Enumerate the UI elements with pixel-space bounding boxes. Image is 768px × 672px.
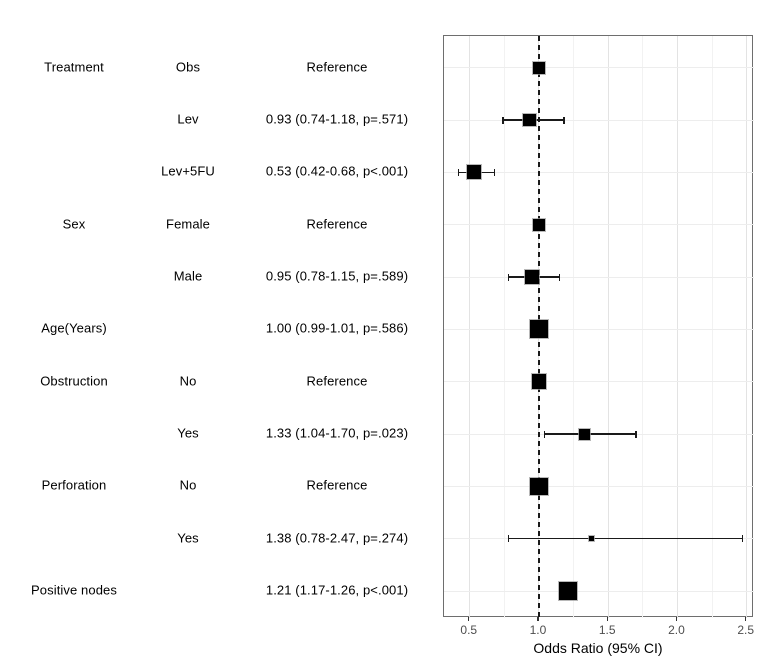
row-gridline: [444, 119, 754, 121]
grid-minor-line: [503, 36, 505, 618]
x-tick-label: 1.0: [529, 623, 547, 637]
x-tick-label: 2.0: [668, 623, 685, 637]
row-estimate-label: 1.38 (0.78-2.47, p=.274): [265, 530, 409, 546]
or-marker: [466, 165, 481, 180]
row-estimate-label: Reference: [306, 59, 368, 75]
row-variable-label: Obstruction: [40, 373, 108, 389]
or-marker: [523, 113, 536, 127]
row-variable-label: Perforation: [41, 477, 107, 493]
row-estimate-label: 1.33 (1.04-1.70, p=.023): [265, 425, 409, 441]
row-estimate-label: 0.93 (0.74-1.18, p=.571): [265, 111, 409, 127]
row-variable-label: Sex: [62, 216, 86, 232]
ci-line: [544, 433, 636, 435]
row-gridline: [444, 67, 754, 69]
x-tick: [537, 617, 539, 621]
ci-cap-right: [558, 273, 561, 281]
row-gridline: [444, 381, 754, 383]
grid-major-line: [746, 36, 748, 618]
row-estimate-label: 1.00 (0.99-1.01, p=.586): [265, 320, 409, 336]
grid-minor-line: [573, 36, 575, 618]
row-gridline: [444, 485, 754, 487]
row-variable-label: Positive nodes: [31, 582, 117, 598]
row-gridline: [444, 328, 754, 330]
row-variable-label: Age(Years): [41, 320, 107, 336]
row-estimate-label: Reference: [306, 477, 368, 493]
x-tick: [468, 617, 470, 621]
row-level-label: Yes: [177, 425, 199, 441]
or-marker: [579, 428, 591, 440]
x-tick: [606, 617, 608, 621]
row-estimate-label: Reference: [306, 373, 368, 389]
row-level-label: Lev+5FU: [161, 163, 215, 179]
ci-cap-left: [502, 116, 504, 124]
x-axis-title: Odds Ratio (95% CI): [533, 640, 663, 656]
row-level-label: No: [179, 477, 197, 493]
grid-major-line: [676, 36, 678, 618]
grid-major-line: [607, 36, 609, 618]
ci-cap-left: [507, 273, 510, 281]
row-level-label: Male: [173, 268, 203, 284]
grid-major-line: [469, 36, 471, 618]
ci-cap-right: [563, 116, 565, 124]
ci-cap-right: [635, 430, 637, 438]
ci-cap-right: [741, 535, 744, 543]
ci-cap-left: [543, 430, 546, 438]
forest-plot-panel: [443, 35, 754, 618]
grid-minor-line: [711, 36, 713, 618]
row-estimate-label: Reference: [306, 216, 368, 232]
x-tick-label: 1.5: [598, 623, 616, 637]
or-marker: [525, 270, 539, 284]
x-tick-label: 2.5: [737, 623, 754, 637]
ci-line: [508, 537, 743, 540]
row-level-label: Yes: [177, 530, 199, 546]
row-level-label: Obs: [175, 59, 201, 75]
x-tick: [675, 617, 678, 621]
row-gridline: [444, 276, 754, 278]
x-tick-label: 0.5: [460, 623, 478, 637]
row-estimate-label: 0.53 (0.42-0.68, p<.001): [265, 163, 409, 179]
or-marker: [559, 582, 578, 600]
or-marker: [531, 374, 547, 389]
or-marker: [532, 218, 545, 231]
row-variable-label: Treatment: [44, 59, 104, 75]
or-marker: [529, 320, 548, 339]
row-gridline: [444, 171, 754, 173]
row-level-label: Lev: [177, 111, 199, 127]
grid-minor-line: [642, 36, 644, 618]
ci-cap-left: [507, 535, 510, 543]
row-estimate-label: 1.21 (1.17-1.26, p<.001): [265, 582, 409, 598]
row-gridline: [444, 590, 754, 592]
row-estimate-label: 0.95 (0.78-1.15, p=.589): [265, 268, 409, 284]
row-level-label: Female: [166, 216, 210, 232]
row-level-label: No: [179, 373, 197, 389]
ci-cap-right: [493, 168, 496, 176]
or-marker: [589, 536, 594, 541]
x-tick: [745, 617, 747, 621]
row-gridline: [444, 224, 754, 226]
or-marker: [530, 477, 548, 496]
ci-cap-left: [457, 168, 460, 176]
or-marker: [532, 61, 545, 74]
